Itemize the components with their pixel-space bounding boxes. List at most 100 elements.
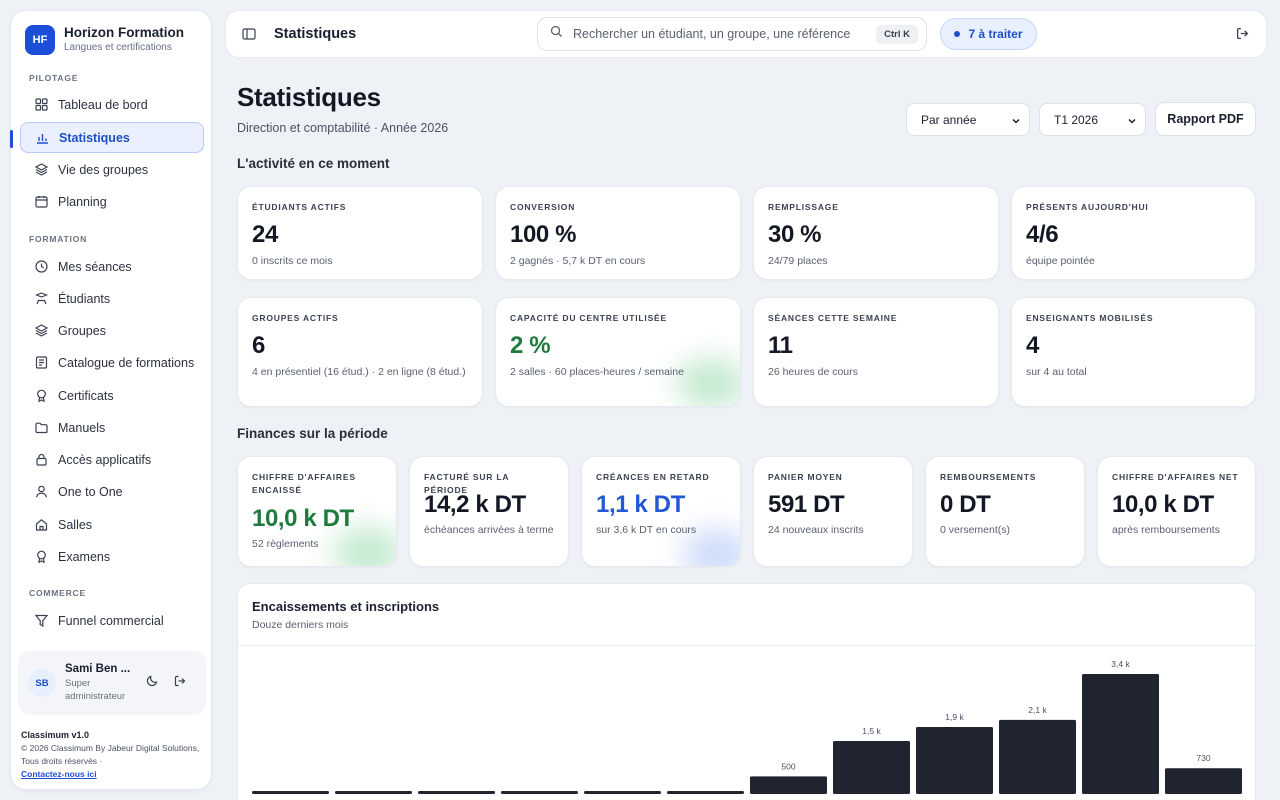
search-input[interactable]: Rechercher un étudiant, un groupe, une r… — [537, 17, 927, 51]
sidebar-item-label: Certificats — [58, 388, 114, 403]
sidebar-item-planning[interactable]: Planning — [20, 186, 204, 217]
finance-label: PANIER MOYEN — [768, 472, 843, 482]
chart-bar[interactable] — [667, 791, 744, 794]
user-icon — [34, 292, 48, 306]
finance-card-panier: PANIER MOYEN 591 DT 24 nouveaux inscrits — [753, 456, 913, 567]
chart-bar[interactable] — [418, 791, 495, 794]
finance-note: 52 règlements — [252, 538, 319, 550]
sidebar-item-groupes[interactable]: Groupes — [20, 315, 204, 346]
sidebar-item-label: Salles — [58, 517, 93, 532]
page-subtitle: Direction et comptabilité · Année 2026 — [237, 121, 449, 135]
period-select[interactable]: Par année — [906, 103, 1030, 136]
sidebar-item-tableau-de-bord[interactable]: Tableau de bord — [20, 89, 204, 120]
topbar-title: Statistiques — [274, 26, 357, 42]
kpi-card-enseignants: ENSEIGNANTS MOBILISÉS 4 sur 4 au total — [1011, 297, 1256, 407]
chart-value-label: 3,4 k — [1111, 659, 1130, 669]
period-select-value: Par année — [921, 112, 977, 127]
finance-note: échéances arrivées à terme — [424, 524, 554, 536]
chart-bar[interactable] — [750, 776, 827, 794]
todo-label: 7 à traiter — [968, 27, 1023, 41]
kpi-value: 6 — [252, 332, 265, 359]
chart-card: Encaissements et inscriptions Douze dern… — [237, 583, 1256, 800]
quarter-select[interactable]: T1 2026 — [1039, 103, 1146, 136]
kpi-label: PRÉSENTS AUJOURD'HUI — [1026, 202, 1149, 212]
chart-bar[interactable] — [584, 791, 661, 794]
finance-value: 1,1 k DT — [596, 491, 685, 518]
kpi-card-remplissage: REMPLISSAGE 30 % 24/79 places — [753, 186, 999, 280]
logout-button[interactable] — [169, 672, 191, 694]
kpi-label: GROUPES ACTIFS — [252, 313, 339, 323]
kpi-note: 24/79 places — [768, 255, 828, 267]
kpi-value: 4/6 — [1026, 221, 1059, 248]
contact-link[interactable]: Contactez-nous ici — [21, 769, 97, 779]
sidebar-item-etudiants[interactable]: Étudiants — [20, 283, 204, 314]
activity-heading: L'activité en ce moment — [237, 156, 390, 171]
sidebar-item-statistiques[interactable]: Statistiques — [20, 122, 204, 153]
dot-icon — [954, 31, 961, 37]
folder-icon — [34, 421, 48, 435]
kpi-label: REMPLISSAGE — [768, 202, 839, 212]
sidebar-item-manuels[interactable]: Manuels — [20, 412, 204, 443]
sidebar-item-vie-des-groupes[interactable]: Vie des groupes — [20, 154, 204, 185]
finance-card-creances: CRÉANCES EN RETARD 1,1 k DT sur 3,6 k DT… — [581, 456, 741, 567]
search-placeholder: Rechercher un étudiant, un groupe, une r… — [573, 27, 851, 41]
chart-bar[interactable] — [335, 791, 412, 794]
sidebar-item-one-to-one[interactable]: One to One — [20, 476, 204, 507]
lock-icon — [34, 453, 48, 467]
kpi-value: 2 % — [510, 332, 551, 359]
chart-value-label: 1,5 k — [862, 726, 881, 736]
chart-bar[interactable] — [1082, 674, 1159, 794]
award-icon — [34, 389, 48, 403]
kpi-label: ÉTUDIANTS ACTIFS — [252, 202, 347, 212]
sidebar-item-examens[interactable]: Examens — [20, 541, 204, 572]
sidebar-item-acces-applicatifs[interactable]: Accès applicatifs — [20, 444, 204, 475]
chart-bar[interactable] — [916, 726, 993, 794]
sidebar-item-certificats[interactable]: Certificats — [20, 380, 204, 411]
finance-label: CHIFFRE D'AFFAIRES NET — [1112, 472, 1239, 482]
chart-bar[interactable] — [252, 791, 329, 794]
todo-badge-button[interactable]: 7 à traiter — [940, 18, 1037, 50]
finance-card-remboursements: REMBOURSEMENTS 0 DT 0 versement(s) — [925, 456, 1085, 567]
sidebar-item-mes-seances[interactable]: Mes séances — [20, 251, 204, 282]
quarter-select-value: T1 2026 — [1054, 112, 1099, 127]
kpi-card-seances: SÉANCES CETTE SEMAINE 11 26 heures de co… — [753, 297, 999, 407]
clock-icon — [34, 260, 48, 274]
brand[interactable]: HF Horizon Formation Langues et certific… — [25, 25, 184, 55]
sidebar-footer: Classimum v1.0 © 2026 Classimum By Jabeu… — [21, 729, 206, 781]
sidebar-item-catalogue[interactable]: Catalogue de formations — [20, 347, 204, 378]
sidebar-item-label: Statistiques — [59, 130, 130, 145]
finance-value: 10,0 k DT — [252, 505, 354, 532]
avatar[interactable]: SB — [28, 669, 56, 697]
person-icon — [34, 485, 48, 499]
sidebar: HF Horizon Formation Langues et certific… — [10, 10, 212, 790]
card-glow — [676, 358, 740, 406]
layers-icon — [34, 163, 48, 177]
finance-value: 14,2 k DT — [424, 491, 526, 518]
chart-bar[interactable] — [1165, 768, 1242, 794]
theme-toggle-button[interactable] — [141, 672, 163, 694]
sidebar-item-funnel-commercial[interactable]: Funnel commercial — [20, 605, 204, 636]
sidebar-toggle-icon[interactable] — [242, 27, 258, 43]
chart-bar[interactable] — [999, 719, 1076, 794]
section-label-formation: FORMATION — [29, 234, 88, 244]
app-version: Classimum v1.0 — [21, 730, 90, 740]
kpi-card-presents: PRÉSENTS AUJOURD'HUI 4/6 équipe pointée — [1011, 186, 1256, 280]
award-icon — [34, 550, 48, 564]
kpi-value: 11 — [768, 332, 793, 359]
bar-chart: 500A1,5 kM1,9 kJ2,1 kJ3,4 kA730 — [252, 659, 1242, 800]
finance-card-ca-net: CHIFFRE D'AFFAIRES NET 10,0 k DT après r… — [1097, 456, 1256, 567]
kpi-card-etudiants-actifs: ÉTUDIANTS ACTIFS 24 0 inscrits ce mois — [237, 186, 483, 280]
sidebar-item-salles[interactable]: Salles — [20, 509, 204, 540]
pdf-report-button[interactable]: Rapport PDF — [1155, 102, 1256, 136]
chart-title: Encaissements et inscriptions — [252, 599, 440, 614]
finance-note: après remboursements — [1112, 524, 1220, 536]
divider — [238, 645, 1255, 646]
sidebar-item-label: Groupes — [58, 323, 106, 338]
exit-icon[interactable] — [1236, 27, 1252, 43]
funnel-icon — [34, 614, 48, 628]
user-role: Super administrateur — [65, 678, 126, 702]
chart-value-label: 730 — [1196, 753, 1210, 763]
chart-bar[interactable] — [501, 791, 578, 794]
chevron-down-icon — [1127, 115, 1137, 125]
chart-bar[interactable] — [833, 741, 910, 794]
